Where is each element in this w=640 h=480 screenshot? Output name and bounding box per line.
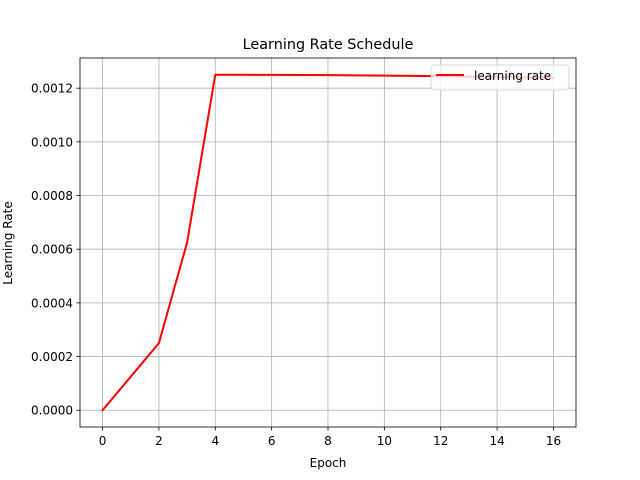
x-tick-label: 14 xyxy=(489,434,504,448)
x-tick-label: 16 xyxy=(546,434,561,448)
x-axis-label: Epoch xyxy=(310,456,347,470)
y-tick-label: 0.0008 xyxy=(31,189,73,203)
y-tick-label: 0.0000 xyxy=(31,404,73,418)
y-tick-label: 0.0002 xyxy=(31,350,73,364)
y-tick-label: 0.0004 xyxy=(31,296,73,310)
x-tick-label: 10 xyxy=(377,434,392,448)
y-axis: 0.0000 0.0002 0.0004 0.0006 0.0008 0.0010 0.00… xyxy=(31,82,80,418)
grid-lines xyxy=(80,58,576,427)
x-tick-label: 6 xyxy=(268,434,276,448)
y-tick-label: 0.0012 xyxy=(31,82,73,96)
y-tick-label: 0.0010 xyxy=(31,135,73,149)
legend: learning rate xyxy=(430,64,570,91)
x-tick-label: 8 xyxy=(324,434,332,448)
chart-title: Learning Rate Schedule xyxy=(243,37,414,53)
legend-box xyxy=(430,64,570,91)
y-axis-label: Learning Rate xyxy=(1,201,15,284)
x-tick-label: 12 xyxy=(433,434,448,448)
legend-label: learning rate xyxy=(474,69,551,83)
x-tick-label: 2 xyxy=(155,434,163,448)
x-tick-label: 4 xyxy=(211,434,219,448)
x-axis: 0 2 4 6 8 10 12 14 16 xyxy=(99,427,561,448)
x-tick-label: 0 xyxy=(99,434,107,448)
y-tick-label: 0.0006 xyxy=(31,243,73,257)
